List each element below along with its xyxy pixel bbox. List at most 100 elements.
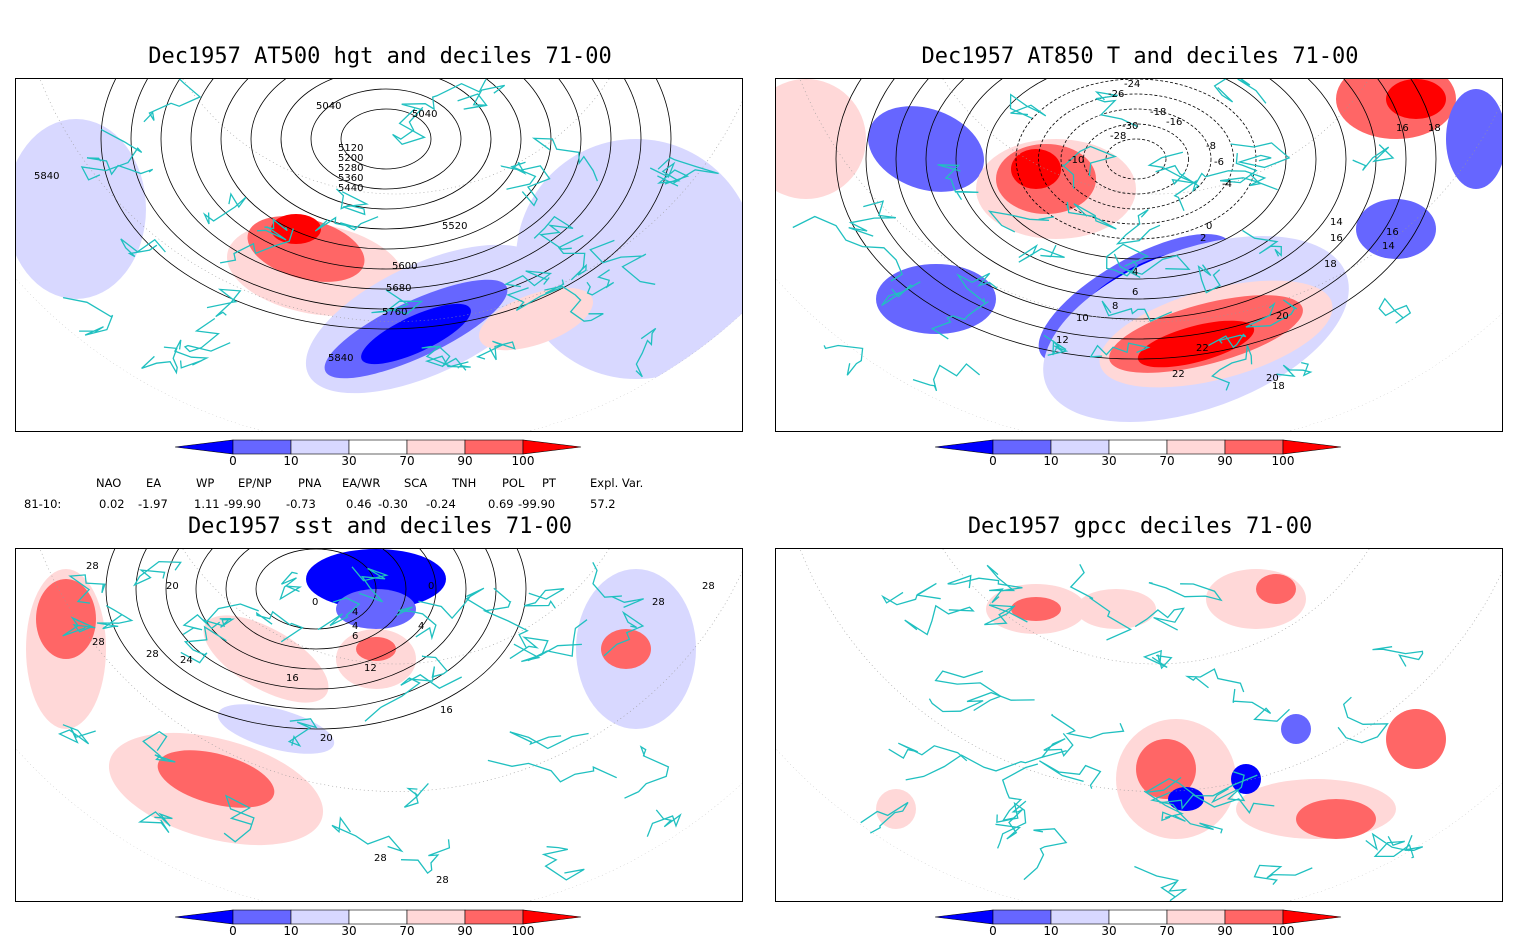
index-value-pt: -99.90 (518, 497, 556, 511)
colorbar-segment (406, 909, 466, 925)
contour-label: 6 (1132, 287, 1138, 298)
contour-label: 16 (1386, 227, 1399, 238)
contour-label: 5680 (386, 283, 411, 294)
contour-label: 28 (86, 561, 99, 572)
colorbar-segment (232, 439, 292, 455)
contour-lines (105, 549, 527, 730)
colorbar-segment (935, 439, 994, 455)
colorbar-tick-label: 100 (511, 924, 535, 938)
colorbar-segment (175, 909, 234, 925)
index-header-explvar: Expl. Var. (590, 476, 644, 490)
decile-shading (1076, 589, 1156, 629)
contour-label: 2 (1200, 233, 1206, 244)
contour-label: -18 (1150, 107, 1166, 118)
colorbar-graphic (935, 909, 1342, 925)
colorbar-3: 0 10 30 70 90 100 (175, 908, 595, 944)
contour-label: -28 (1110, 131, 1126, 142)
colorbar-segment (290, 439, 350, 455)
colorbar-graphic (935, 439, 1342, 455)
index-value-eawr: 0.46 (346, 497, 372, 511)
colorbar-tick-label: 0 (229, 454, 237, 468)
contour-label: 10 (1076, 313, 1089, 324)
contour-label: 5840 (328, 353, 353, 364)
decile-shading (1011, 149, 1061, 189)
contour-label: 6 (352, 631, 358, 642)
decile-shading (203, 615, 329, 703)
contour-label: 28 (652, 597, 665, 608)
decile-shading (361, 303, 471, 365)
contour-label: 5360 (338, 173, 363, 184)
colorbar-segment (464, 439, 524, 455)
map-panel-sst: 28 20 28 24 28 0 0 4 4 6 4 12 16 20 16 28 28 28 28 (15, 548, 743, 902)
colorbar-4: 0 10 30 70 90 100 (935, 908, 1355, 944)
colorbar-segment (1224, 439, 1284, 455)
colorbar-tick-label: 0 (229, 924, 237, 938)
contour-label: 16 (440, 705, 453, 716)
contour-label: 22 (1196, 343, 1209, 354)
decile-shading (1011, 597, 1061, 621)
contour-label: -26 (1108, 89, 1124, 100)
coastlines (860, 564, 1424, 901)
contour-label: 5600 (392, 261, 417, 272)
contour-lines (835, 79, 1437, 360)
decile-shading (876, 264, 996, 334)
contour-label: 16 (286, 673, 299, 684)
decile-shading (1137, 320, 1255, 368)
contour-label: 0 (312, 597, 318, 608)
contour-label: 16 (1330, 233, 1343, 244)
colorbar-segment (1282, 439, 1342, 455)
index-header-wp: WP (196, 476, 215, 490)
colorbar-tick-label: 30 (1101, 924, 1117, 938)
contour-label: 5200 (338, 153, 363, 164)
decile-shading (1446, 89, 1502, 189)
coastlines (57, 560, 682, 881)
decile-shading (271, 214, 321, 244)
contour-label: 5760 (382, 307, 407, 318)
contour-label: 5280 (338, 163, 363, 174)
contour-label: 4 (352, 607, 358, 618)
contour-lines (1015, 79, 1257, 240)
index-header-pt: PT (542, 476, 556, 490)
colorbar-segment (522, 909, 582, 925)
contour-label: 4 (352, 621, 358, 632)
decile-shading (1256, 574, 1296, 604)
colorbar-tick-label: 100 (1271, 454, 1295, 468)
colorbar-1: 0 10 30 70 90 100 (175, 438, 595, 474)
colorbar-tick-label: 30 (1101, 454, 1117, 468)
contour-label: 5520 (442, 221, 467, 232)
colorbar-tick-label: 10 (1043, 454, 1059, 468)
decile-shading (217, 704, 335, 754)
projection-mask (776, 79, 1502, 431)
decile-shading (478, 287, 594, 351)
index-header-ea: EA (146, 476, 162, 490)
colorbar-tick-label: 30 (341, 454, 357, 468)
colorbar-graphic (175, 909, 582, 925)
contour-label: 28 (92, 637, 105, 648)
index-value-pol: 0.69 (488, 497, 514, 511)
contour-label: 18 (1324, 259, 1337, 270)
index-value-sca: -0.30 (378, 497, 408, 511)
colorbar-segment (1224, 909, 1284, 925)
colorbar-tick-label: 90 (1217, 454, 1233, 468)
index-header-eawr: EA/WR (342, 476, 381, 490)
contour-label: 20 (166, 581, 179, 592)
index-value-nao: 0.02 (99, 497, 125, 511)
colorbar-tick-label: 100 (1271, 924, 1295, 938)
decile-shading (1386, 709, 1446, 769)
decile-shading (776, 79, 866, 199)
colorbar-tick-label: 100 (511, 454, 535, 468)
contour-label: 24 (180, 655, 193, 666)
decile-shading (1281, 714, 1311, 744)
colorbar-tick-label: 90 (457, 454, 473, 468)
colorbar-segment (1108, 439, 1168, 455)
contour-label: -30 (1122, 121, 1138, 132)
colorbar-segment (992, 909, 1052, 925)
contour-label: 0 (1206, 221, 1212, 232)
map-grid (776, 79, 1502, 431)
colorbar-tick-label: 90 (457, 924, 473, 938)
contour-label: 16 (1396, 123, 1409, 134)
index-value-epnp: -99.90 (224, 497, 262, 511)
projection-mask (16, 549, 742, 901)
